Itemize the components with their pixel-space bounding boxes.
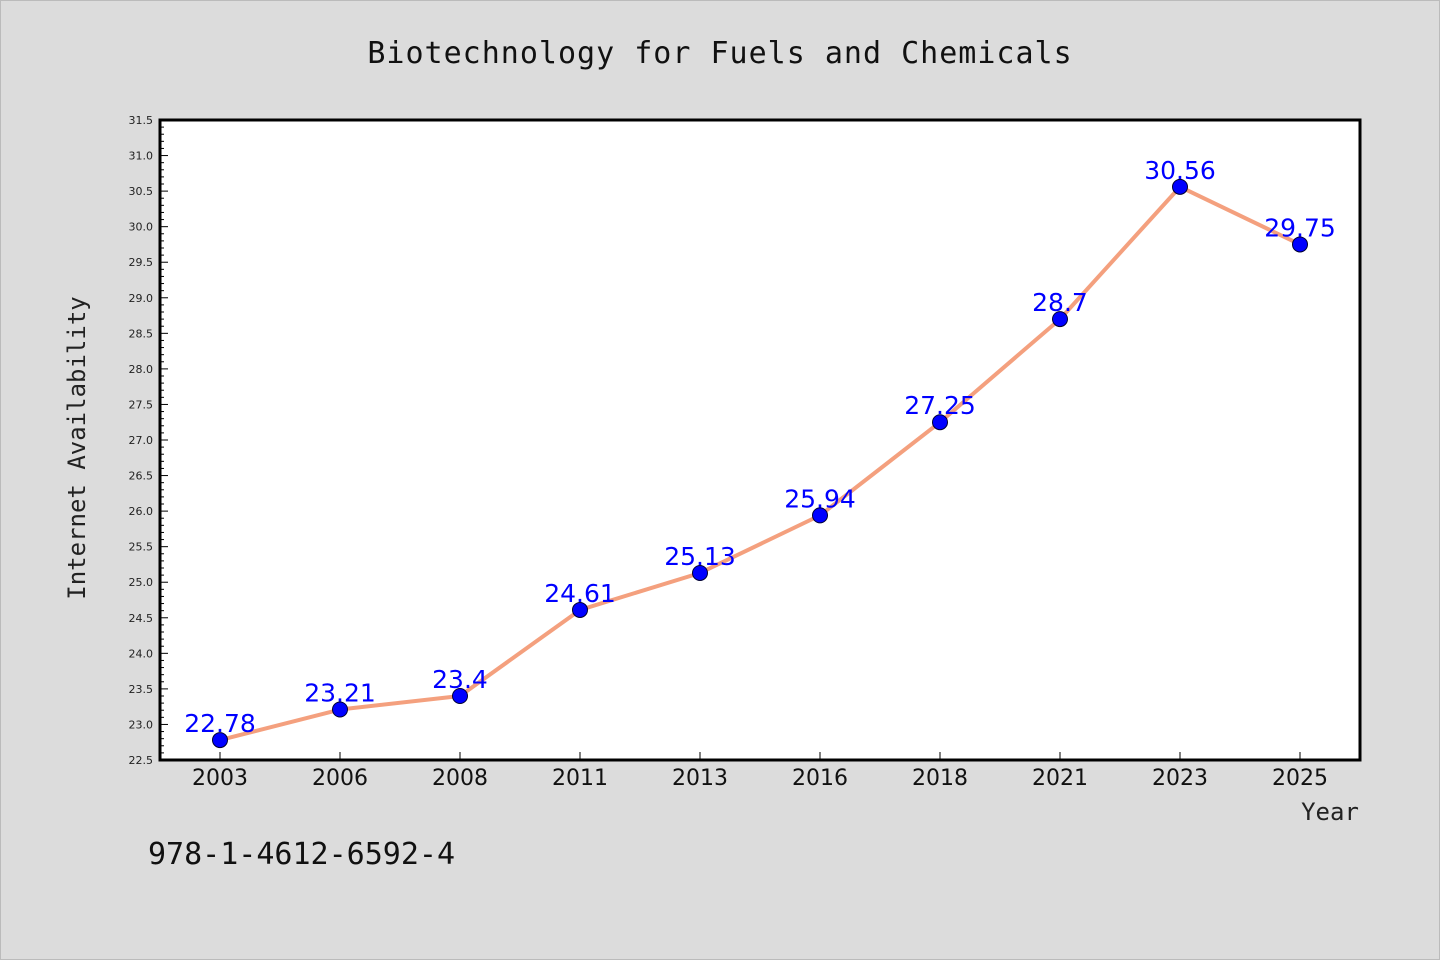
data-label: 29.75 [1264,213,1336,242]
data-point [452,688,468,704]
data-label: 24.61 [544,579,616,608]
data-point [812,507,828,524]
y-tick-label: 29.0 [129,292,154,305]
y-tick-label: 23.0 [129,718,154,731]
y-tick-label: 30.0 [129,221,154,234]
plot-frame [158,118,1362,762]
y-axis: 22.5 23.0 23.5 24.0 24.5 25.0 25.5 26.0 26.5 27.0… [129,114,168,767]
x-tick-label: 2003 [192,766,248,791]
y-tick-label: 25.0 [129,576,154,589]
y-tick-label: 23.5 [129,683,154,696]
y-tick-label: 26.0 [129,505,154,518]
x-tick-label: 2021 [1032,766,1088,791]
x-tick-label: 2013 [672,766,728,791]
y-tick-label: 28.0 [129,363,154,376]
data-label: 22.78 [184,709,256,738]
data-label: 28.7 [1032,288,1088,317]
plot-area [160,120,1360,760]
y-tick-label: 31.0 [129,150,154,163]
y-tick-label: 30.5 [129,185,154,198]
x-tick-label: 2023 [1152,766,1208,791]
data-label: 23.4 [432,665,488,694]
y-tick-label: 26.5 [129,470,154,483]
data-point [1052,311,1068,328]
isbn-text: 978-1-4612-6592-4 [148,837,455,872]
data-label: 25.13 [664,542,736,571]
y-tick-label: 28.5 [129,327,154,340]
x-axis-label: Year [1301,798,1359,826]
data-point [332,701,348,718]
y-tick-label: 31.5 [129,114,154,127]
y-tick-label: 29.5 [129,256,154,269]
data-point [932,414,948,431]
x-tick-label: 2018 [912,766,968,791]
data-point [1292,236,1308,253]
y-tick-label: 24.0 [129,647,154,660]
y-tick-label: 22.5 [129,754,154,767]
x-tick-label: 2006 [312,766,368,791]
data-point [1172,178,1188,195]
x-tick-label: 2025 [1272,766,1328,791]
x-axis: 2003 2006 2008 2011 2013 2016 2018 2021 2023 2025 [192,752,1328,791]
y-tick-label: 27.5 [129,398,154,411]
chart-title: Biotechnology for Fuels and Chemicals [367,36,1072,71]
x-tick-label: 2011 [552,766,608,791]
data-label: 27.25 [904,391,976,420]
y-tick-label: 25.5 [129,541,154,554]
y-tick-label: 27.0 [129,434,154,447]
data-markers [212,178,1308,749]
data-point [212,732,228,749]
data-labels: 22.78 23.21 23.4 24.61 25.13 25.94 27.25 28.7 30… [184,156,1336,738]
data-label: 30.56 [1144,156,1216,185]
series-line [219,184,1301,743]
data-label: 25.94 [784,484,856,513]
y-axis-label: Internet Availability [63,296,91,599]
y-tick-label: 24.5 [129,612,154,625]
data-point [572,601,588,618]
data-point [692,564,708,581]
x-tick-label: 2016 [792,766,848,791]
x-tick-label: 2008 [432,766,488,791]
data-label: 23.21 [304,679,376,708]
